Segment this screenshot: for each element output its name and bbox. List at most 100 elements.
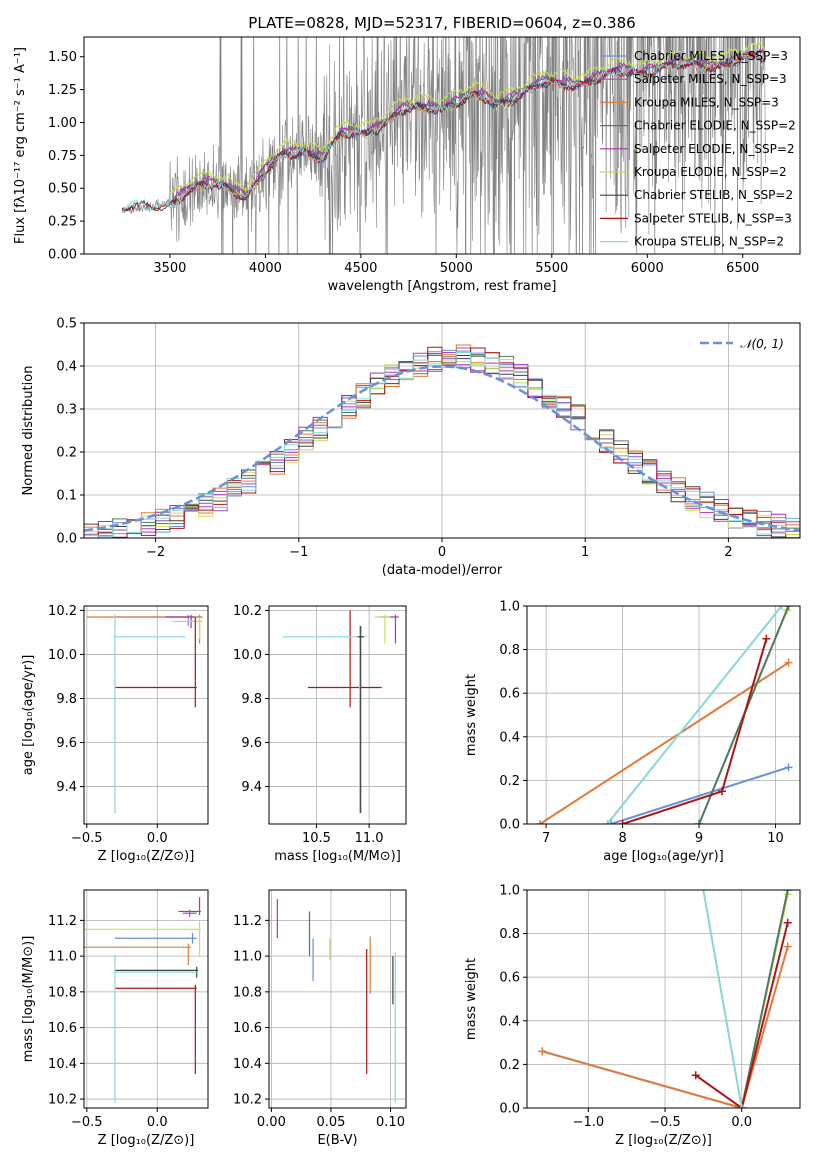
y-tick-label: 0.00 xyxy=(48,248,77,263)
y-tick-label: 10.0 xyxy=(48,648,77,663)
weight-marker xyxy=(783,918,792,927)
x-tick-label: −0.5 xyxy=(71,831,103,846)
mass-vs-Z-axes: −0.5 0.0 10.2 10.4 10.6 10.8 11.0 11.2 Z [log₁₀(… xyxy=(21,890,208,1148)
spectrum-frame xyxy=(83,36,801,255)
histogram-chabrier-elodie xyxy=(84,353,800,538)
residuals-axes: −2 −1 0 1 2 0.0 0.1 0.2 0.3 0.4 0.5 (data-model)/er… xyxy=(21,317,800,578)
y-tick-label: 11.2 xyxy=(233,914,262,929)
model-spectrum-kroupa-miles xyxy=(169,54,766,210)
y-tick-label: 0.4 xyxy=(56,360,77,375)
x-axis-label: E(B-V) xyxy=(317,1133,357,1148)
normal-distribution-curve xyxy=(84,365,800,532)
x-tick-label: −1.0 xyxy=(573,1115,605,1130)
residuals-plot-area xyxy=(84,344,800,538)
y-tick-label: 0.25 xyxy=(48,215,77,230)
x-tick-label: 9 xyxy=(695,831,703,846)
data-point xyxy=(115,932,197,944)
y-tick-label: 0.4 xyxy=(499,730,520,745)
age-vs-Z-plot-area xyxy=(86,614,203,813)
y-axis-label: age [log₁₀(age/yr)] xyxy=(21,655,36,776)
y-tick-label: 0.2 xyxy=(499,774,520,789)
x-tick-label: 3500 xyxy=(153,261,186,276)
weight-vs-age-plot-area xyxy=(536,606,793,824)
x-axis-label: (data-model)/error xyxy=(382,563,503,578)
y-tick-label: 11.0 xyxy=(48,950,77,965)
weight-marker xyxy=(783,942,792,951)
y-tick-label: 0.1 xyxy=(56,489,77,504)
age-vs-Z-frame xyxy=(83,605,209,825)
y-tick-label: 0.0 xyxy=(56,532,77,547)
y-tick-label: 1.50 xyxy=(48,50,77,65)
y-tick-label: 1.0 xyxy=(499,600,520,615)
data-point xyxy=(113,954,197,1103)
y-tick-label: 0.6 xyxy=(499,687,520,702)
y-tick-label: 0.2 xyxy=(499,1058,520,1073)
x-tick-label: 1 xyxy=(581,545,589,560)
y-axis-label: Normed distribution xyxy=(21,366,36,496)
histogram-kroupa-stelib xyxy=(84,352,800,538)
weight-marker xyxy=(784,763,793,772)
data-point xyxy=(182,909,197,917)
weight-marker xyxy=(718,787,726,796)
y-tick-label: 9.6 xyxy=(56,736,77,751)
x-tick-label: 7 xyxy=(542,831,550,846)
weight-marker xyxy=(691,1071,700,1080)
weight-line xyxy=(702,890,743,1108)
data-point xyxy=(282,625,366,813)
weight-vs-Z-plot-area xyxy=(538,890,792,1108)
y-axis-label: mass [log₁₀(M/M⊙)] xyxy=(21,936,36,1063)
data-point xyxy=(374,614,391,644)
histogram-salpeter-elodie xyxy=(84,358,800,538)
data-point xyxy=(115,617,197,708)
y-tick-label: 0.2 xyxy=(56,446,77,461)
legend-label: 𝒩(0, 1) xyxy=(740,337,784,351)
weight-marker xyxy=(784,658,793,667)
x-tick-label: 0 xyxy=(438,545,446,560)
y-tick-label: 10.8 xyxy=(48,985,77,1000)
data-point xyxy=(171,617,203,640)
weight-marker xyxy=(777,606,786,610)
x-tick-label: −2 xyxy=(146,545,165,560)
y-tick-label: 10.0 xyxy=(233,648,262,663)
y-tick-label: 10.2 xyxy=(48,1093,77,1108)
weight-line xyxy=(542,946,789,1108)
x-tick-label: 10.5 xyxy=(302,831,331,846)
x-tick-label: 4000 xyxy=(249,261,282,276)
y-tick-label: 10.2 xyxy=(233,604,262,619)
weight-line xyxy=(622,638,768,824)
y-axis-label: mass weight xyxy=(464,674,479,756)
x-axis-label: mass [log₁₀(M/M⊙)] xyxy=(274,849,401,864)
y-tick-label: 9.4 xyxy=(56,780,77,795)
y-tick-label: 9.8 xyxy=(241,692,262,707)
y-tick-label: 0.8 xyxy=(499,927,520,942)
y-tick-label: 9.6 xyxy=(241,736,262,751)
y-tick-label: 0.8 xyxy=(499,643,520,658)
x-tick-label: −0.5 xyxy=(649,1115,681,1130)
model-spectrum-kroupa-elodie xyxy=(169,41,766,194)
legend-label: Kroupa STELIB, N_SSP=2 xyxy=(634,235,784,249)
weight-line xyxy=(606,606,783,824)
spectrum-legend: Chabrier MILES, N_SSP=3 Salpeter MILES, N… xyxy=(600,49,796,249)
y-tick-label: 1.0 xyxy=(499,884,520,899)
data-point xyxy=(115,984,197,1075)
legend-label: Salpeter MILES, N_SSP=3 xyxy=(634,72,787,86)
mass-vs-Z-plot-area xyxy=(84,897,201,1103)
age-vs-mass-frame xyxy=(268,605,407,825)
weight-line xyxy=(539,661,790,824)
data-point xyxy=(113,614,186,813)
weight-line xyxy=(695,922,789,1108)
weight-line xyxy=(740,890,789,1108)
y-tick-label: 0.0 xyxy=(499,1102,520,1117)
legend-label: Salpeter ELODIE, N_SSP=2 xyxy=(634,142,795,156)
legend-label: Salpeter STELIB, N_SSP=3 xyxy=(634,211,792,225)
x-tick-label: 5500 xyxy=(535,261,568,276)
x-axis-label: Z [log₁₀(Z/Z⊙)] xyxy=(615,1133,712,1148)
age-vs-mass-plot-area xyxy=(282,610,399,813)
weight-marker xyxy=(607,820,616,824)
x-tick-label: 11.0 xyxy=(355,831,384,846)
x-axis-label: Z [log₁₀(Z/Z⊙)] xyxy=(98,1133,195,1148)
y-tick-label: 0.3 xyxy=(56,403,77,418)
weight-marker xyxy=(603,820,612,824)
weight-marker xyxy=(536,820,544,824)
